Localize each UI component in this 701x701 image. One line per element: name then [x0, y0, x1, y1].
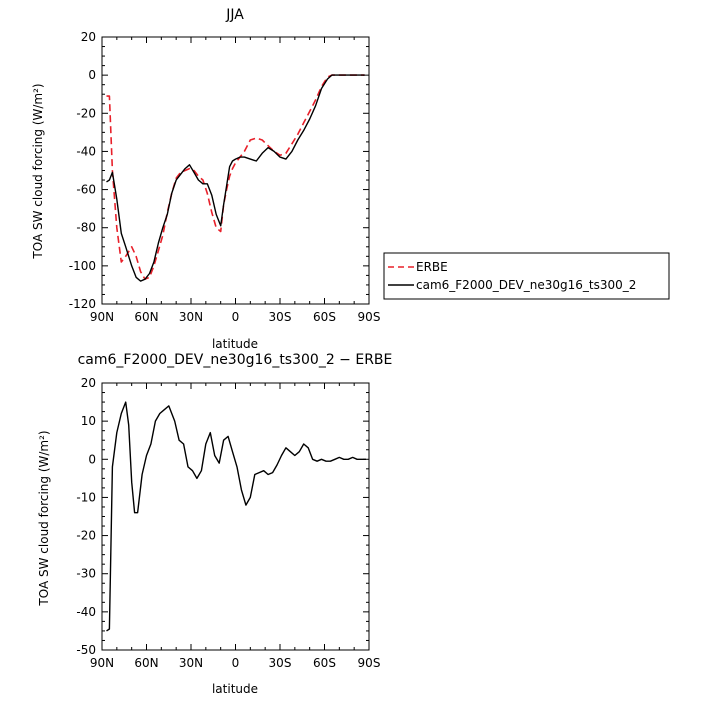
bottom-y-tick-label: 0 [88, 452, 96, 466]
top-y-tick-label: -120 [69, 297, 96, 311]
bottom-y-tick-label: 20 [81, 376, 96, 390]
bottom-x-tick-label: 90N [90, 656, 114, 670]
bottom-plot-frame [101, 382, 370, 651]
bottom-x-tick-label: 0 [232, 656, 240, 670]
top-y-tick-label: 0 [88, 68, 96, 82]
legend-frame [383, 252, 670, 300]
top-y-tick-label: -20 [76, 106, 96, 120]
top-y-axis-label: TOA SW cloud forcing (W/m²) [31, 83, 45, 259]
bottom-x-tick-label: 60N [134, 656, 158, 670]
top-y-tick-label: -80 [76, 221, 96, 235]
bottom-series-line-0 [106, 401, 366, 632]
top-series-layer [106, 74, 365, 282]
top-x-tick-label: 60S [313, 310, 336, 324]
top-x-tick-label: 30S [269, 310, 292, 324]
top-x-tick-label: 90S [358, 310, 381, 324]
top-x-axis-label: latitude [212, 337, 258, 351]
top-y-tick-label: -60 [76, 183, 96, 197]
bottom-y-tick-label: -10 [76, 490, 96, 504]
top-series-line-0 [106, 74, 365, 281]
bottom-y-tick-label: -30 [76, 567, 96, 581]
bottom-chart-title: cam6_F2000_DEV_ne30g16_ts300_2 − ERBE [78, 352, 393, 368]
bottom-x-tick-label: 60S [313, 656, 336, 670]
bottom-x-axis-label: latitude [212, 682, 258, 696]
bottom-x-tick-label: 30N [179, 656, 203, 670]
bottom-y-tick-label: -50 [76, 643, 96, 657]
legend-label-erbe: ERBE [416, 260, 448, 274]
bottom-y-axis-label: TOA SW cloud forcing (W/m²) [37, 430, 51, 606]
bottom-y-tick-label: 10 [81, 414, 96, 428]
top-y-tick-label: 20 [81, 30, 96, 44]
bottom-x-tick-label: 30S [269, 656, 292, 670]
top-chart-title: JJA [225, 7, 244, 23]
bottom-y-tick-label: -40 [76, 605, 96, 619]
legend: ERBE cam6_F2000_DEV_ne30g16_ts300_2 [383, 252, 670, 300]
top-series-line-1 [106, 74, 365, 282]
bottom-series-layer [106, 401, 366, 632]
top-x-tick-label: 90N [90, 310, 114, 324]
top-y-tick-label: -40 [76, 144, 96, 158]
bottom-panel: cam6_F2000_DEV_ne30g16_ts300_2 − ERBE 20… [37, 352, 392, 696]
bottom-x-tick-label: 90S [358, 656, 381, 670]
legend-label-model: cam6_F2000_DEV_ne30g16_ts300_2 [416, 278, 636, 292]
top-x-tick-label: 60N [134, 310, 158, 324]
top-x-tick-label: 0 [232, 310, 240, 324]
top-y-tick-label: -100 [69, 259, 96, 273]
bottom-y-tick-label: -20 [76, 529, 96, 543]
top-x-tick-label: 30N [179, 310, 203, 324]
